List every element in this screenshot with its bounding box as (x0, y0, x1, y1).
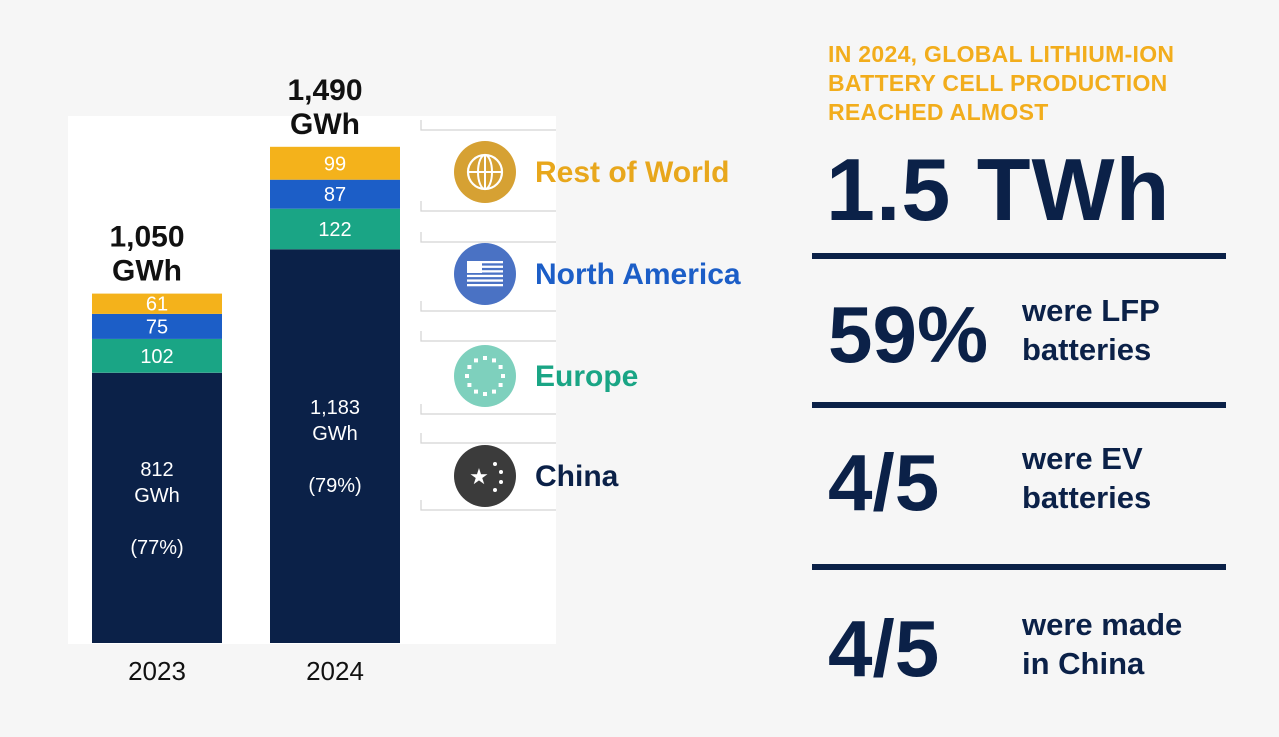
headline-value: 1.5 TWh (826, 140, 1171, 239)
stat-row-lfp: 59% were LFP batteries (828, 280, 1248, 390)
stat-desc-line1: were EV (1022, 441, 1143, 476)
legend-label: Europe (535, 360, 638, 393)
x-tick-label: 2024 (306, 656, 364, 686)
data-label: 99 (324, 153, 346, 175)
data-label: 1,183 (310, 397, 360, 419)
eu-star (492, 389, 496, 394)
china-small-star (493, 488, 497, 492)
data-label: 87 (324, 184, 346, 206)
data-label: 122 (318, 219, 351, 241)
data-label: (77%) (130, 537, 183, 559)
bar-segment-china-2023 (92, 372, 222, 643)
flag-canton (467, 261, 482, 273)
bar-segment-rest-of-world-2024 (270, 146, 400, 180)
eu-star (498, 383, 503, 387)
flag-stripe (467, 265, 503, 268)
eu-star (467, 383, 472, 387)
us-flag-icon (454, 243, 516, 305)
total-label-unit: GWh (290, 108, 360, 141)
eu-star (474, 358, 478, 363)
data-label: (79%) (308, 475, 361, 497)
legend-connector (420, 433, 556, 511)
stat-desc-line2: in China (1022, 646, 1145, 681)
intro-text: IN 2024, GLOBAL LITHIUM-ION BATTERY CELL… (828, 41, 1175, 125)
bar-segment-rest-of-world-2023 (92, 293, 222, 314)
data-label: 75 (146, 316, 168, 338)
eu-star (474, 389, 478, 394)
china-stars-icon (454, 445, 516, 507)
data-label: GWh (312, 423, 358, 445)
china-big-star: ★ (469, 465, 489, 490)
stat-desc-line1: were made (1022, 607, 1183, 642)
stat-value: 59% (828, 290, 989, 379)
bar-segment-north-america-2023 (92, 313, 222, 339)
legend-connector (420, 120, 556, 212)
bar-segment-north-america-2024 (270, 179, 400, 209)
flag-stripe (467, 279, 503, 282)
stat-row-china: 4/5 were made in China (828, 594, 1248, 704)
divider-1 (812, 253, 1226, 259)
eu-star (483, 392, 487, 396)
flag-stripe (467, 270, 503, 273)
stat-row-ev: 4/5 were EV batteries (828, 428, 1248, 538)
stat-desc-line1: were LFP (1022, 293, 1160, 328)
stat-value: 4/5 (828, 604, 940, 693)
eu-star (501, 374, 505, 378)
flag-stripe (467, 284, 503, 287)
eu-star (492, 358, 496, 363)
eu-star (465, 374, 469, 378)
bar-segment-china-2024 (270, 249, 400, 644)
eu-stars-icon (454, 345, 516, 407)
eu-star (467, 365, 472, 369)
legend-connector (420, 232, 556, 312)
data-label: 102 (140, 346, 173, 368)
total-label-value: 1,490 (287, 74, 362, 107)
x-tick-label: 2023 (128, 656, 186, 686)
total-label-value: 1,050 (109, 221, 184, 254)
stat-value: 4/5 (828, 438, 940, 527)
data-label: 61 (146, 294, 168, 316)
divider-3 (812, 564, 1226, 570)
china-small-star (499, 480, 503, 484)
eu-star (498, 365, 503, 369)
divider-2 (812, 402, 1226, 408)
china-small-star (493, 462, 497, 466)
data-label: 812 (140, 459, 173, 481)
bar-segment-europe-2024 (270, 208, 400, 250)
stat-desc-line2: batteries (1022, 332, 1152, 367)
bar-segment-europe-2023 (92, 338, 222, 373)
stat-desc-line2: batteries (1022, 480, 1152, 515)
data-label: GWh (134, 485, 180, 507)
legend-label: North America (535, 258, 741, 291)
china-small-star (499, 470, 503, 474)
flag-stripe (467, 261, 503, 264)
legend-label: China (535, 460, 619, 493)
legend-connector (420, 331, 556, 415)
eu-star (483, 356, 487, 360)
total-label-unit: GWh (112, 255, 182, 288)
legend-label: Rest of World (535, 156, 729, 189)
flag-stripe (467, 274, 503, 278)
